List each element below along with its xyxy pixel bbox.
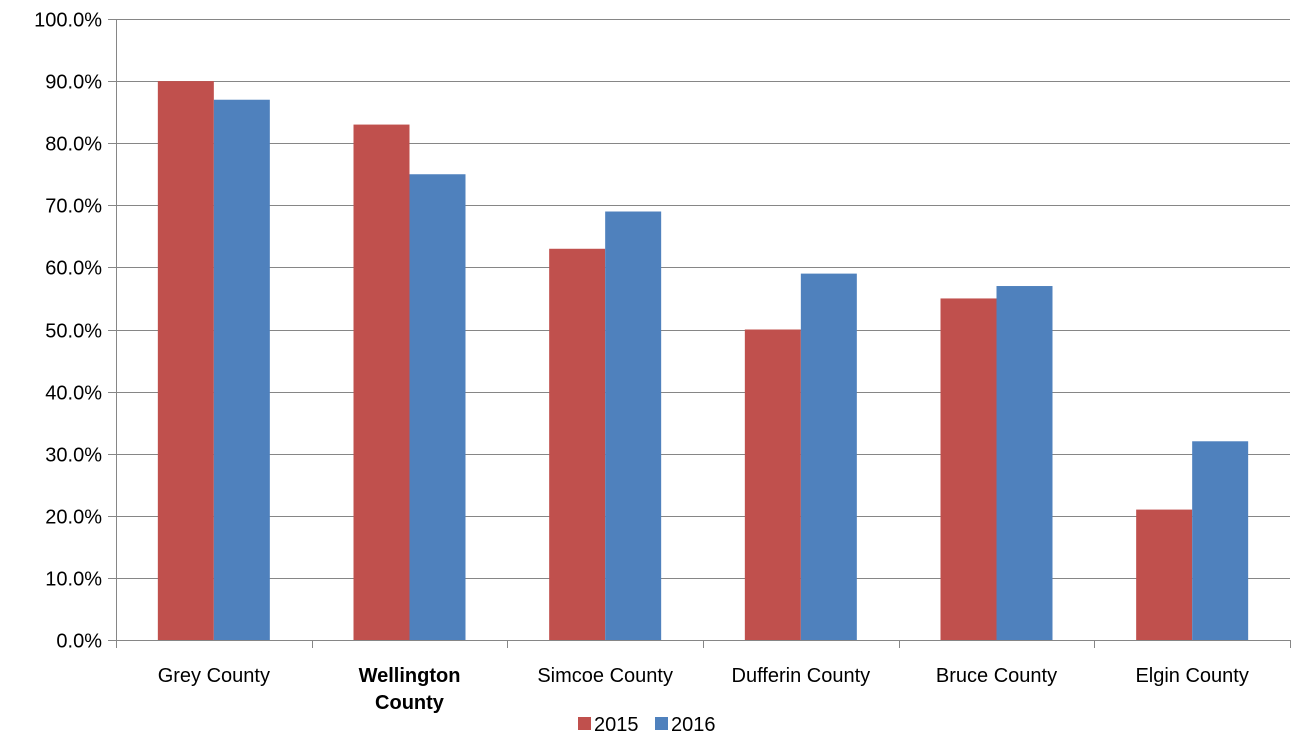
x-tick-label: Dufferin County [732, 665, 871, 687]
bar-2016 [1192, 441, 1249, 640]
bar-2015 [157, 81, 214, 641]
y-tick-label: 70.0% [45, 196, 102, 218]
bar-2016 [996, 286, 1053, 640]
y-tick-label: 50.0% [45, 321, 102, 343]
x-tick-label: Wellington [359, 665, 461, 687]
bar-2015 [744, 329, 801, 640]
x-tick-label: Simcoe County [537, 665, 673, 687]
legend: 2015 2016 [578, 714, 716, 736]
y-tick-label: 0.0% [56, 631, 102, 653]
x-tick-label: County [375, 692, 445, 714]
x-axis-tick-labels: Grey County Wellington County Simcoe County… [158, 665, 1249, 714]
y-tick-label: 10.0% [45, 569, 102, 591]
axes [116, 19, 1291, 648]
bar-2016 [409, 174, 466, 640]
legend-swatch-2016 [655, 717, 668, 730]
y-tick-label: 20.0% [45, 507, 102, 529]
bar-2015 [549, 248, 606, 640]
legend-label-2015: 2015 [594, 714, 639, 736]
y-tick-label: 100.0% [34, 10, 102, 32]
x-tick-label: Elgin County [1135, 665, 1248, 687]
gridlines [108, 19, 1290, 641]
bar-2015 [940, 298, 997, 640]
bar-2016 [213, 99, 270, 641]
bars [157, 81, 1249, 641]
x-tick-label: Grey County [158, 665, 270, 687]
y-tick-label: 90.0% [45, 72, 102, 94]
y-tick-label: 30.0% [45, 445, 102, 467]
y-tick-label: 80.0% [45, 134, 102, 156]
bar-2016 [800, 273, 857, 640]
bar-2016 [605, 211, 662, 640]
legend-swatch-2015 [578, 717, 591, 730]
y-tick-label: 60.0% [45, 258, 102, 280]
y-tick-label: 40.0% [45, 383, 102, 405]
legend-label-2016: 2016 [671, 714, 716, 736]
y-axis-tick-labels: 0.0% 10.0% 20.0% 30.0% 40.0% 50.0% 60.0% 70.0% 8… [34, 10, 102, 653]
x-tick-label: Bruce County [936, 665, 1057, 687]
bar-2015 [353, 124, 410, 640]
bar-2015 [1136, 509, 1193, 640]
